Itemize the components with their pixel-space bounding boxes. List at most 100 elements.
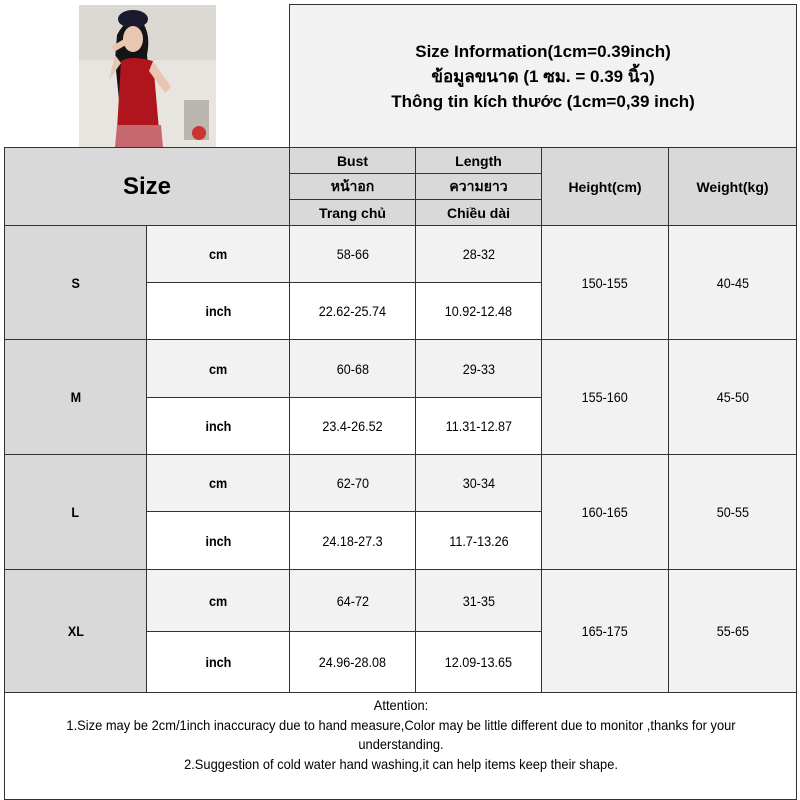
height-header: Height(cm) — [541, 147, 669, 226]
product-photo-cell — [4, 4, 290, 148]
height-value-text: 160-165 — [581, 504, 629, 520]
bust-inch-text: 24.96-28.08 — [318, 654, 387, 670]
length-inch-text: 11.31-12.87 — [445, 418, 512, 434]
unit-label-inch: inch — [146, 397, 290, 455]
unit-label-inch: inch — [146, 511, 290, 570]
unit-label-cm-text: cm — [208, 360, 228, 377]
weight-value: 45-50 — [667, 339, 798, 455]
size-column-header: Size — [4, 147, 290, 226]
unit-label-cm: cm — [146, 454, 290, 512]
unit-label-cm-text: cm — [208, 592, 228, 609]
unit-label-inch-text: inch — [205, 532, 231, 549]
length-cm: 29-33 — [415, 339, 542, 398]
size-label: L — [4, 454, 147, 570]
size-label-text: L — [71, 504, 80, 520]
height-value-text: 150-155 — [581, 274, 629, 291]
weight-value: 40-45 — [667, 225, 798, 340]
bust-cm-text: 60-68 — [336, 360, 369, 377]
length-header-th: ความยาว — [415, 173, 542, 200]
bust-cm-text: 58-66 — [336, 246, 369, 262]
size-row-inch: inch 23.4-26.52 11.31-12.87 — [5, 397, 797, 455]
length-header-vi: Chiều dài — [415, 199, 542, 226]
length-cm: 31-35 — [415, 569, 542, 632]
title-vi: Thông tin kích thước (1cm=0,39 inch) — [391, 91, 695, 111]
length-inch: 10.92-12.48 — [415, 282, 542, 340]
height-value: 165-175 — [541, 569, 669, 693]
length-inch-text: 12.09-13.65 — [444, 654, 513, 670]
length-inch: 11.31-12.87 — [415, 397, 542, 455]
length-inch-text: 11.7-13.26 — [448, 532, 509, 549]
bust-inch: 22.62-25.74 — [289, 282, 416, 340]
bust-inch-text: 22.62-25.74 — [318, 303, 387, 319]
weight-value-text: 40-45 — [716, 274, 749, 291]
length-inch: 11.7-13.26 — [415, 511, 542, 570]
bust-cm: 62-70 — [289, 454, 416, 512]
size-row-inch: inch 24.96-28.08 12.09-13.65 — [5, 631, 797, 693]
height-value: 160-165 — [541, 454, 669, 570]
unit-label-inch-text: inch — [205, 303, 231, 319]
weight-value: 50-55 — [667, 454, 798, 570]
size-label: XL — [4, 569, 147, 693]
length-inch: 12.09-13.65 — [415, 631, 542, 693]
length-cm-text: 28-32 — [462, 246, 495, 262]
bust-cm: 64-72 — [289, 569, 416, 632]
height-value-text: 155-160 — [581, 389, 629, 405]
size-label-text: M — [70, 389, 81, 405]
height-value: 150-155 — [541, 225, 669, 340]
unit-label-inch: inch — [146, 631, 290, 693]
size-row-cm: XL cm 64-72 31-35 165-175 55-65 — [4, 569, 798, 693]
bust-cm: 58-66 — [289, 225, 416, 283]
length-cm: 30-34 — [415, 454, 542, 512]
height-value-text: 165-175 — [581, 623, 629, 639]
size-label: M — [4, 339, 147, 455]
attention-note: Attention: 1.Size may be 2cm/1inch inaccu… — [35, 692, 766, 800]
length-cm-text: 30-34 — [462, 475, 495, 491]
product-photo — [79, 5, 216, 147]
length-cm-text: 29-33 — [462, 360, 495, 377]
bust-inch: 24.96-28.08 — [289, 631, 416, 693]
unit-label-cm: cm — [146, 225, 290, 283]
weight-value-text: 55-65 — [716, 623, 749, 639]
bust-header-vi: Trang chủ — [289, 199, 416, 226]
weight-header: Weight(kg) — [667, 147, 798, 226]
unit-label-inch-text: inch — [205, 654, 231, 670]
title-th: ข้อมูลขนาด (1 ซม. = 0.39 นิ้ว) — [431, 66, 655, 86]
bust-cm-text: 64-72 — [336, 592, 369, 609]
unit-label-cm: cm — [146, 569, 290, 632]
size-label-text: XL — [67, 623, 84, 639]
attention-heading: Attention: — [373, 697, 428, 713]
title-en: Size Information(1cm=0.39inch) — [415, 41, 671, 61]
unit-label-inch-text: inch — [205, 418, 231, 434]
unit-label-cm-text: cm — [208, 475, 228, 491]
size-row-inch: inch 22.62-25.74 10.92-12.48 — [5, 282, 797, 340]
length-cm: 28-32 — [415, 225, 542, 283]
weight-value: 55-65 — [667, 569, 798, 693]
attention-line-1: 1.Size may be 2cm/1inch inaccuracy due t… — [65, 716, 736, 753]
size-label-text: S — [71, 274, 80, 291]
bust-header-en: Bust — [289, 147, 416, 174]
size-info-header: Size Information(1cm=0.39inch) ข้อมูลขนา… — [288, 4, 798, 148]
bust-inch-text: 24.18-27.3 — [322, 532, 383, 549]
unit-label-inch: inch — [146, 282, 290, 340]
size-row-inch: inch 24.18-27.3 11.7-13.26 — [5, 511, 797, 570]
length-header-en: Length — [415, 147, 542, 174]
bust-cm-text: 62-70 — [336, 475, 369, 491]
bust-header-th: หน้าอก — [289, 173, 416, 200]
weight-value-text: 50-55 — [716, 504, 749, 520]
unit-label-cm-text: cm — [208, 246, 228, 262]
attention-line-2: 2.Suggestion of cold water hand washing,… — [183, 755, 618, 772]
size-label: S — [4, 225, 147, 340]
bust-inch-text: 23.4-26.52 — [322, 418, 383, 434]
height-value: 155-160 — [541, 339, 669, 455]
unit-label-cm: cm — [146, 339, 290, 398]
size-chart-table: Size Information(1cm=0.39inch) ข้อมูลขนา… — [4, 4, 798, 800]
bust-inch: 24.18-27.3 — [289, 511, 416, 570]
length-inch-text: 10.92-12.48 — [444, 303, 513, 319]
weight-value-text: 45-50 — [716, 389, 749, 405]
bust-cm: 60-68 — [289, 339, 416, 398]
bust-inch: 23.4-26.52 — [289, 397, 416, 455]
length-cm-text: 31-35 — [462, 592, 495, 609]
